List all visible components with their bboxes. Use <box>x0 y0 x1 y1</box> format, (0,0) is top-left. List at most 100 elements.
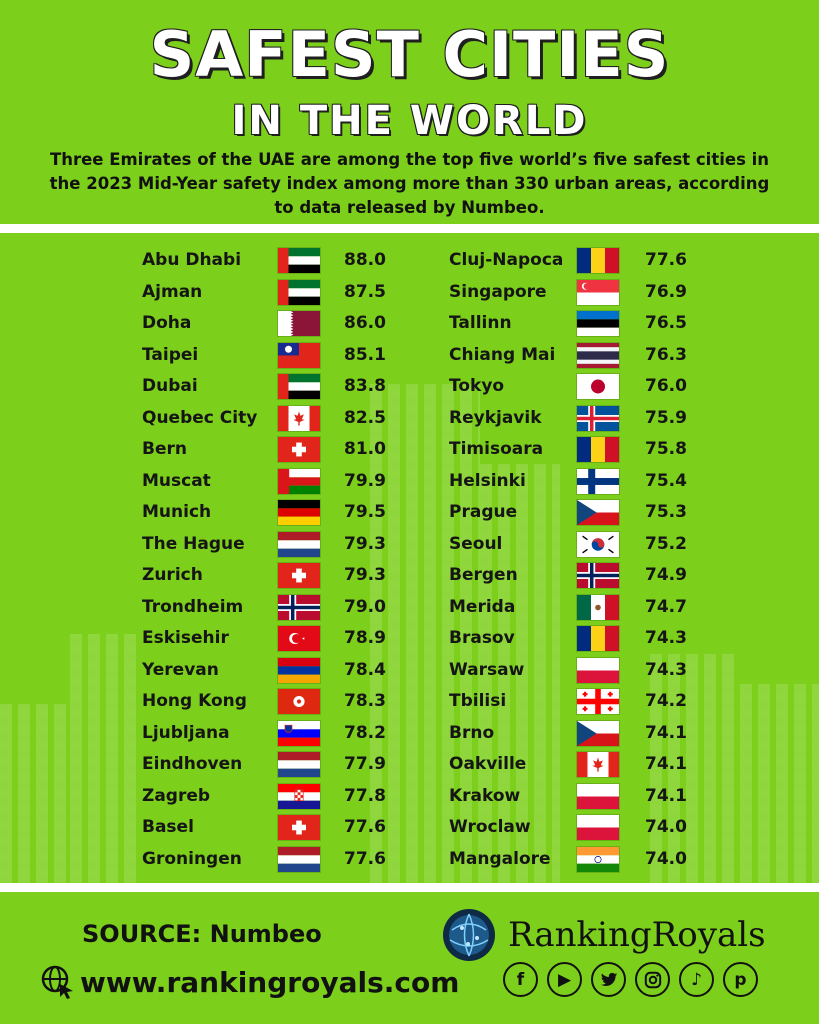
hong-kong-flag-icon <box>277 688 321 715</box>
city-row: Groningen 77.6 <box>142 843 402 875</box>
background-building <box>480 464 560 884</box>
city-name: Quebec City <box>142 407 258 428</box>
uae-flag-icon <box>277 247 321 274</box>
city-name: Mangalore <box>449 848 551 869</box>
city-name: Dubai <box>142 376 198 396</box>
city-row: Yerevan 78.4 <box>142 654 402 686</box>
city-name: Wroclaw <box>449 817 531 837</box>
georgia-flag-icon <box>576 688 620 715</box>
city-row: Muscat 79.9 <box>142 465 402 497</box>
city-row: Warsaw 74.3 <box>449 654 709 686</box>
city-row: Ajman 87.5 <box>142 276 402 308</box>
youtube-icon[interactable]: ▶ <box>547 962 582 997</box>
canada-flag-icon <box>576 751 620 778</box>
safety-score: 78.9 <box>344 628 386 648</box>
tiktok-icon[interactable]: ♪ <box>679 962 714 997</box>
safety-score: 85.1 <box>344 344 386 365</box>
page-subtitle: IN THE WORLD <box>231 98 588 144</box>
divider-top <box>0 224 819 233</box>
city-row: Tbilisi 74.2 <box>449 685 709 717</box>
safety-score: 76.5 <box>645 313 687 333</box>
city-row: Brasov 74.3 <box>449 622 709 654</box>
safety-score: 77.6 <box>344 848 386 869</box>
city-row: Eindhoven 77.9 <box>142 748 402 780</box>
uae-flag-icon <box>277 278 321 306</box>
city-name: Abu Dhabi <box>142 250 242 270</box>
city-name: Timisoara <box>449 439 544 459</box>
city-row: Basel 77.6 <box>142 811 402 843</box>
finland-flag-icon <box>576 467 620 495</box>
city-name: Prague <box>449 502 518 522</box>
city-name: Warsaw <box>449 659 525 680</box>
safety-score: 74.3 <box>645 659 687 680</box>
safety-score: 78.3 <box>344 691 386 711</box>
netherlands-flag-icon <box>277 530 321 558</box>
safety-score: 74.1 <box>645 754 687 774</box>
safety-score: 74.7 <box>645 596 687 617</box>
brand-name: RankingRoyals <box>508 915 766 955</box>
safety-score: 79.0 <box>344 596 386 617</box>
city-row: Bergen 74.9 <box>449 559 709 591</box>
social-links: f ▶ ♪ p <box>503 962 758 997</box>
city-name: Bergen <box>449 565 518 585</box>
pinterest-icon[interactable]: p <box>723 962 758 997</box>
safety-score: 79.5 <box>344 502 386 522</box>
background-building <box>70 634 140 884</box>
iceland-flag-icon <box>576 404 620 432</box>
city-name: Brno <box>449 722 495 743</box>
city-row: Quebec City 82.5 <box>142 402 402 434</box>
slovenia-flag-icon <box>277 719 321 747</box>
city-row: Taipei 85.1 <box>142 339 402 371</box>
india-flag-icon <box>576 845 620 873</box>
safety-score: 77.6 <box>344 817 386 837</box>
city-row: Chiang Mai 76.3 <box>449 339 709 371</box>
city-row: Tokyo 76.0 <box>449 370 709 402</box>
romania-flag-icon <box>576 436 620 463</box>
safety-score: 83.8 <box>344 376 386 396</box>
city-name: Cluj-Napoca <box>449 250 564 270</box>
city-name: Muscat <box>142 470 211 491</box>
city-row: Trondheim 79.0 <box>142 591 402 623</box>
city-row: Singapore 76.9 <box>449 276 709 308</box>
norway-flag-icon <box>576 562 620 589</box>
czech-flag-icon <box>576 719 620 747</box>
safety-score: 74.3 <box>645 628 687 648</box>
city-row: Merida 74.7 <box>449 591 709 623</box>
city-name: Eskisehir <box>142 628 229 648</box>
city-row: The Hague 79.3 <box>142 528 402 560</box>
website-link[interactable]: www.rankingroyals.com <box>40 964 459 1000</box>
page-title: SAFEST CITIES <box>149 18 670 91</box>
city-row: Eskisehir 78.9 <box>142 622 402 654</box>
safety-score: 77.6 <box>645 250 687 270</box>
city-name: The Hague <box>142 533 245 554</box>
ranking-column-left: Abu Dhabi 88.0 Ajman 87.5 Doha 86.0 Taipei 85.1… <box>142 244 402 874</box>
city-name: Reykjavik <box>449 407 542 428</box>
safety-score: 87.5 <box>344 281 386 302</box>
safety-score: 75.9 <box>645 407 687 428</box>
safety-score: 78.2 <box>344 722 386 743</box>
city-name: Trondheim <box>142 596 244 617</box>
city-name: Oakville <box>449 754 527 774</box>
twitter-icon[interactable] <box>591 962 626 997</box>
instagram-icon[interactable] <box>635 962 670 997</box>
taiwan-flag-icon <box>277 341 321 369</box>
city-name: Ajman <box>142 281 203 302</box>
safety-score: 77.8 <box>344 785 386 806</box>
divider-bottom <box>0 883 819 892</box>
netherlands-flag-icon <box>277 751 321 778</box>
city-name: Bern <box>142 439 187 459</box>
south-korea-flag-icon <box>576 530 620 558</box>
city-row: Seoul 75.2 <box>449 528 709 560</box>
globe-cursor-icon <box>41 965 73 999</box>
safety-score: 86.0 <box>344 313 386 333</box>
city-row: Munich 79.5 <box>142 496 402 528</box>
safety-score: 76.9 <box>645 281 687 302</box>
poland-flag-icon <box>576 782 620 810</box>
city-name: Brasov <box>449 628 515 648</box>
city-name: Munich <box>142 502 212 522</box>
facebook-icon[interactable]: f <box>503 962 538 997</box>
city-name: Zagreb <box>142 785 211 806</box>
safety-score: 77.9 <box>344 754 386 774</box>
thailand-flag-icon <box>576 341 620 369</box>
poland-flag-icon <box>576 814 620 841</box>
